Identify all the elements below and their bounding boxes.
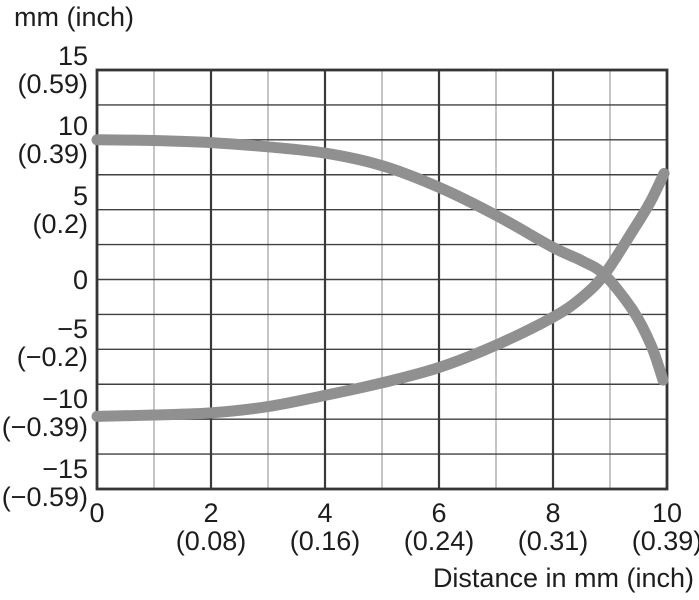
y-tick-label: 5 (0.2) xyxy=(32,182,88,238)
x-tick-mm-value: 6 xyxy=(431,498,447,528)
y-tick-label: 10 (0.39) xyxy=(17,112,88,168)
y-tick-inch-value: (0.59) xyxy=(17,69,88,99)
x-tick-inch-value: (0.31) xyxy=(517,526,589,556)
x-tick-mm-value: 2 xyxy=(203,498,219,528)
y-axis-title: mm (inch) xyxy=(14,2,134,32)
x-tick-mm-value: 8 xyxy=(545,498,561,528)
y-tick-label: −15 (−0.59) xyxy=(2,455,88,511)
plot-border xyxy=(95,68,669,491)
y-tick-inch-value: (0.2) xyxy=(32,208,88,239)
x-tick-inch-value: (0.16) xyxy=(289,526,361,556)
x-tick-mm-value: 10 xyxy=(651,498,683,528)
y-tick-mm-value: −5 xyxy=(57,314,88,345)
x-tick-label: 4 (0.16) xyxy=(290,499,361,555)
y-tick-label: 0 xyxy=(73,266,88,294)
x-tick-label: 6 (0.24) xyxy=(404,499,475,555)
x-tick-label: 8 (0.31) xyxy=(518,499,589,555)
curve-lower-curve-ascending xyxy=(91,167,670,422)
x-tick-inch-value: (0.08) xyxy=(175,526,247,556)
x-tick-inch-value: (0.24) xyxy=(403,526,475,556)
y-tick-inch-value: (−0.2) xyxy=(16,342,88,373)
x-tick-mm-value: 4 xyxy=(317,498,333,528)
x-tick-label: 10 (0.39) xyxy=(632,499,699,555)
x-tick-label: 2 (0.08) xyxy=(176,499,247,555)
y-tick-mm-value: 5 xyxy=(72,180,88,211)
y-tick-inch-value: (−0.39) xyxy=(1,412,88,443)
x-axis-title: Distance in mm (inch) xyxy=(432,563,694,593)
y-tick-inch-value: (0.39) xyxy=(17,138,88,169)
y-tick-inch-value: (−0.59) xyxy=(1,482,88,512)
y-tick-mm-value: 15 xyxy=(57,41,88,71)
x-tick-inch-value: (0.39) xyxy=(631,526,699,556)
y-tick-mm-value: 10 xyxy=(57,110,88,141)
y-tick-mm-value: −10 xyxy=(42,384,88,415)
x-tick-label: 0 xyxy=(89,499,104,527)
y-tick-mm-value: −15 xyxy=(42,454,88,484)
y-tick-mm-value: 0 xyxy=(72,264,88,295)
y-tick-label: −10 (−0.39) xyxy=(2,385,88,441)
curve-upper-curve-descending xyxy=(91,134,669,386)
y-tick-label: −5 (−0.2) xyxy=(17,315,88,371)
y-tick-label: 15 (0.59) xyxy=(17,42,88,98)
x-tick-mm-value: 0 xyxy=(89,498,105,528)
